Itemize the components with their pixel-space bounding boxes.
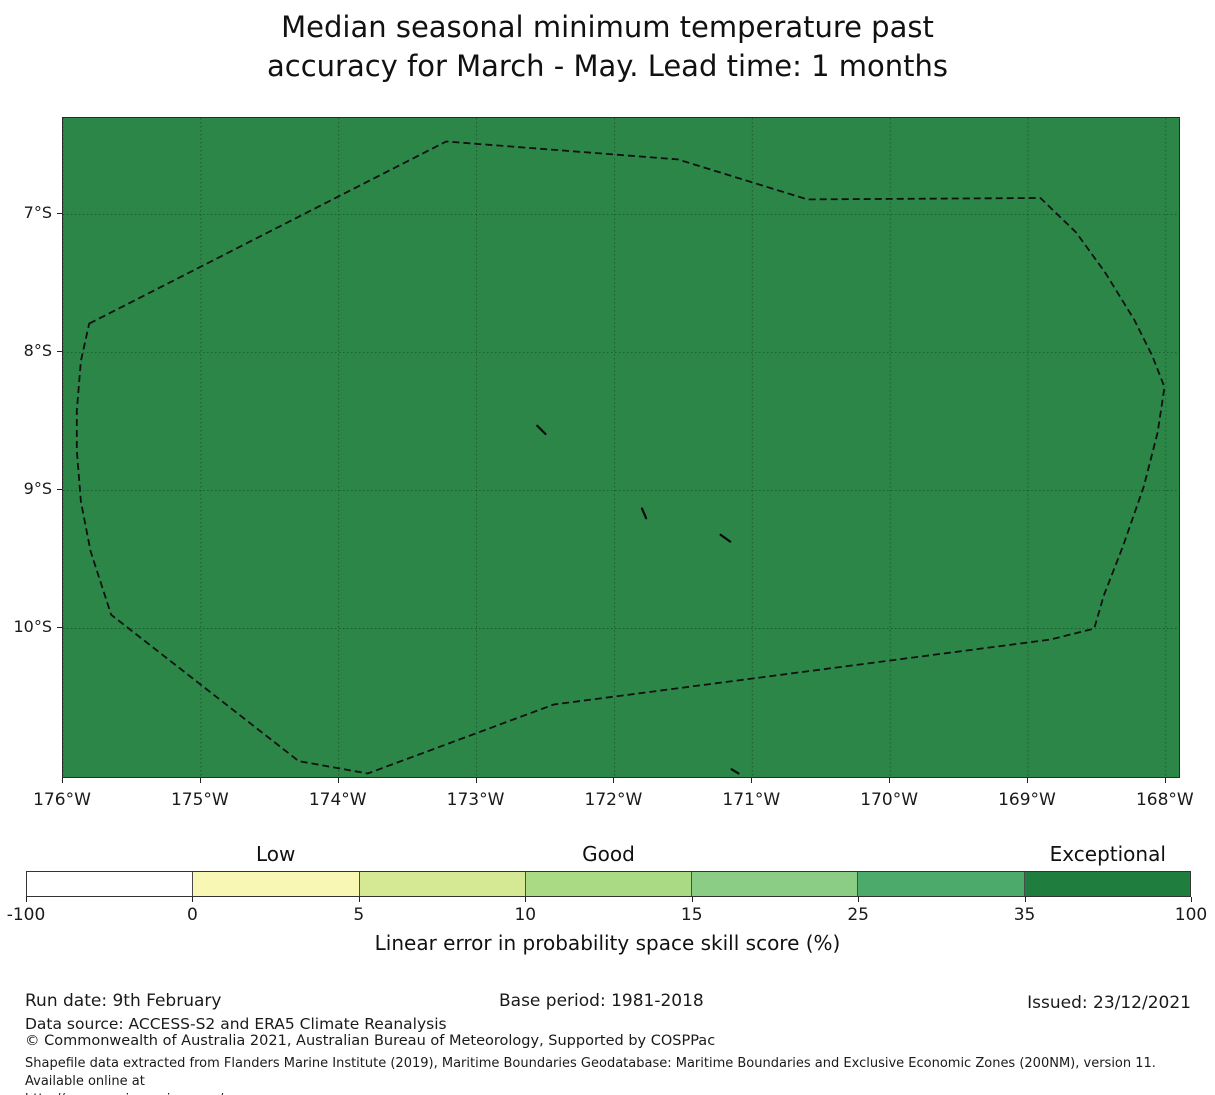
colorbar-segment	[193, 872, 360, 896]
chart-title: Median seasonal minimum temperature past…	[0, 8, 1215, 86]
colorbar-tick	[26, 897, 27, 902]
base-period-text: Base period: 1981-2018	[499, 991, 704, 1011]
y-axis-tick	[57, 489, 62, 491]
y-axis-tick-label: 8°S	[23, 340, 52, 360]
x-axis-tick-label: 171°W	[722, 790, 781, 810]
colorbar-category-label: Exceptional	[1049, 842, 1166, 866]
island-mark-1	[536, 424, 547, 436]
colorbar-segment	[525, 872, 693, 896]
colorbar-segment	[27, 872, 194, 896]
x-axis-tick	[475, 778, 477, 783]
colorbar-segment	[359, 872, 526, 896]
colorbar-category-label: Good	[582, 842, 635, 866]
colorbar-tick	[858, 897, 860, 902]
colorbar-tick	[1024, 897, 1026, 902]
issued-date-text: Issued: 23/12/2021	[1027, 993, 1191, 1013]
y-axis-tick-label: 9°S	[23, 478, 52, 498]
colorbar-tick	[691, 897, 693, 902]
shapefile-attribution-line2: http://www.marineregions.org/.	[25, 1091, 1195, 1095]
colorbar-tick-label: 10	[514, 905, 537, 925]
y-axis-tick	[57, 351, 62, 353]
colorbar-tick	[1191, 897, 1192, 902]
colorbar-tick-label: 35	[1013, 905, 1036, 925]
island-mark-2	[640, 507, 648, 520]
x-axis-tick-label: 176°W	[33, 790, 91, 810]
run-date-text: Run date: 9th February	[25, 991, 222, 1011]
x-axis-tick-label: 168°W	[1135, 790, 1194, 810]
island-mark-4	[730, 768, 740, 775]
colorbar-caption: Linear error in probability space skill …	[374, 931, 841, 955]
x-axis-tick-label: 173°W	[446, 790, 505, 810]
colorbar-category-label: Low	[255, 842, 296, 866]
colorbar-segment	[858, 872, 1025, 896]
colorbar-tick-label: 25	[847, 905, 869, 925]
colorbar-tick-label: 100	[1174, 905, 1208, 925]
y-axis-tick	[57, 627, 62, 629]
x-axis-tick-label: 170°W	[860, 790, 919, 810]
colorbar-segment	[1024, 872, 1190, 896]
colorbar	[26, 871, 1191, 897]
colorbar-tick	[358, 897, 360, 902]
x-axis-tick-label: 172°W	[584, 790, 643, 810]
y-axis-tick-label: 10°S	[13, 616, 52, 636]
data-source-text: Data source: ACCESS-S2 and ERA5 Climate …	[25, 1015, 447, 1033]
copyright-text: © Commonwealth of Australia 2021, Austra…	[25, 1033, 716, 1049]
x-axis-tick	[1026, 778, 1028, 783]
x-axis-tick-label: 169°W	[998, 790, 1056, 810]
map-plot-area	[62, 117, 1180, 778]
colorbar-tick-label: 0	[187, 905, 198, 925]
colorbar-tick-label: 5	[353, 905, 365, 925]
map-fill	[63, 118, 1179, 777]
x-axis-tick	[62, 778, 63, 783]
map-svg	[63, 118, 1179, 777]
x-axis-tick	[337, 778, 339, 783]
colorbar-tick	[192, 897, 194, 902]
chart-title-line2: accuracy for March - May. Lead time: 1 m…	[266, 49, 948, 83]
y-axis-tick	[57, 213, 62, 215]
colorbar-tick	[525, 897, 527, 902]
x-axis-tick-label: 174°W	[308, 790, 367, 810]
x-axis-tick	[751, 778, 753, 783]
colorbar-tick-label: 15	[680, 905, 703, 925]
colorbar-tick-label: -100	[6, 905, 46, 925]
chart-title-line1: Median seasonal minimum temperature past	[281, 10, 934, 44]
x-axis-tick	[613, 778, 615, 783]
y-axis-tick-label: 7°S	[23, 202, 52, 222]
x-axis-tick	[889, 778, 891, 783]
colorbar-segment	[692, 872, 859, 896]
island-mark-3	[719, 533, 732, 543]
x-axis-tick-label: 175°W	[170, 790, 229, 810]
shapefile-attribution-text: Shapefile data extracted from Flanders M…	[25, 1055, 1195, 1095]
x-axis-tick	[199, 778, 201, 783]
eez-boundary-line	[75, 140, 1166, 775]
x-axis-tick	[1164, 778, 1166, 783]
shapefile-attribution-line1: Shapefile data extracted from Flanders M…	[25, 1056, 1156, 1089]
